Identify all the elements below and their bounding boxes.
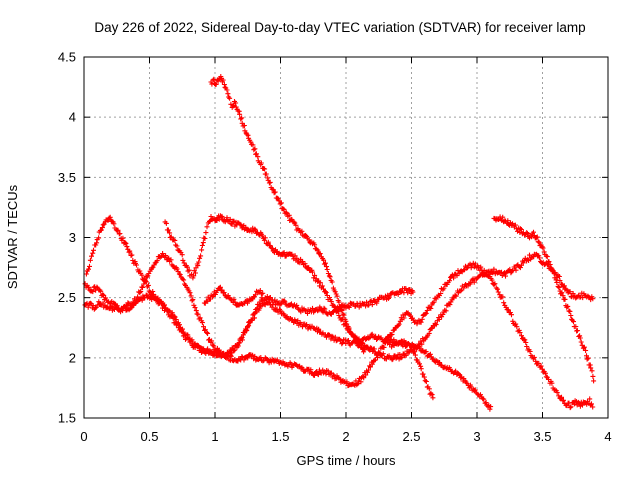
svg-text:3: 3 xyxy=(69,230,76,245)
track-7 xyxy=(491,214,597,384)
track-3 xyxy=(83,214,436,401)
svg-text:2.5: 2.5 xyxy=(402,429,420,444)
svg-text:1: 1 xyxy=(211,429,218,444)
chart-title: Day 226 of 2022, Sidereal Day-to-day VTE… xyxy=(94,20,585,35)
track-5 xyxy=(208,74,367,355)
svg-text:4: 4 xyxy=(69,110,76,125)
track-2 xyxy=(82,251,596,411)
svg-text:2: 2 xyxy=(69,350,76,365)
plot-frame xyxy=(83,56,609,419)
track-6 xyxy=(201,284,266,308)
svg-text:0: 0 xyxy=(80,429,87,444)
data-points xyxy=(82,74,597,412)
tick-labels: 0 0.5 1 1.5 2 2.5 3 3.5 4 1.5 2 2.5 3 3.5 4 4.5 xyxy=(58,50,612,445)
svg-text:2: 2 xyxy=(342,429,349,444)
grid-lines xyxy=(84,57,608,418)
svg-text:4.5: 4.5 xyxy=(58,50,76,65)
svg-text:1.5: 1.5 xyxy=(58,411,76,426)
svg-text:4: 4 xyxy=(604,429,611,444)
track-8 xyxy=(382,334,494,412)
svg-text:3.5: 3.5 xyxy=(58,170,76,185)
svg-text:1.5: 1.5 xyxy=(271,429,289,444)
y-axis-label: SDTVAR / TECUs xyxy=(5,184,20,289)
svg-text:0.5: 0.5 xyxy=(140,429,158,444)
svg-text:3: 3 xyxy=(473,429,480,444)
svg-text:2.5: 2.5 xyxy=(58,290,76,305)
x-axis-label: GPS time / hours xyxy=(297,453,396,468)
svg-text:3.5: 3.5 xyxy=(533,429,551,444)
